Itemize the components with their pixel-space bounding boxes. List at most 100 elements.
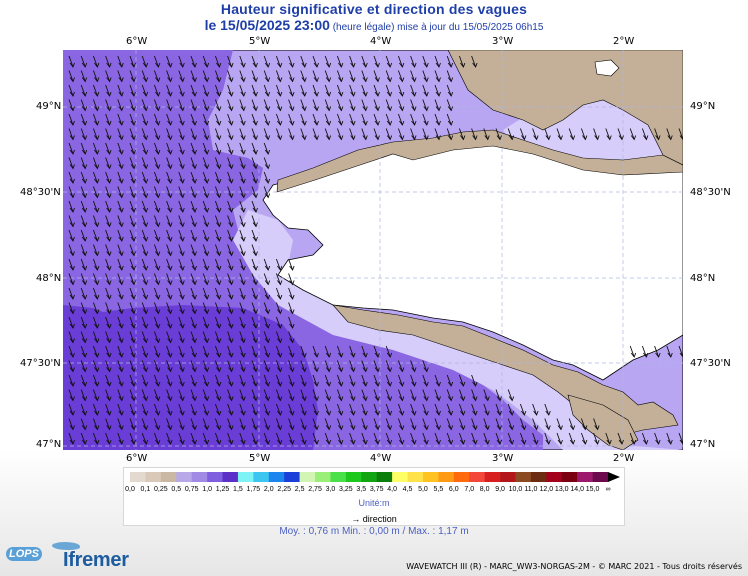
wave-arrow-head — [399, 439, 405, 445]
wave-arrow — [471, 403, 477, 416]
wave-arrow-head — [179, 207, 185, 213]
wave-arrow-head — [179, 396, 185, 402]
wave-arrow — [227, 113, 233, 126]
wave-arrow — [397, 418, 403, 430]
wave-arrow — [556, 432, 562, 445]
wave-arrow — [239, 403, 245, 416]
wave-arrow-head — [118, 338, 124, 344]
wave-arrow — [251, 302, 257, 314]
wave-arrow — [349, 70, 355, 82]
channel-island — [594, 59, 620, 77]
wave-arrow-head — [264, 193, 271, 199]
wave-arrow-head — [216, 91, 222, 97]
wave-arrow-head — [142, 323, 149, 329]
wave-arrow-head — [203, 207, 210, 213]
wave-arrow — [312, 374, 318, 387]
wave-arrow — [239, 229, 245, 242]
wave-arrow — [227, 273, 233, 285]
wave-arrow — [92, 244, 98, 256]
legend-swatch — [577, 472, 593, 482]
wave-arrow — [629, 345, 635, 358]
wave-arrow — [434, 128, 440, 140]
wave-arrow — [92, 360, 98, 372]
wave-arrow-head — [142, 207, 149, 213]
wave-arrow — [288, 258, 294, 271]
wave-arrow-head — [203, 367, 210, 373]
wave-arrow-head — [179, 410, 185, 416]
wave-arrow-head — [460, 62, 466, 68]
wave-arrow-head — [350, 91, 356, 97]
wave-arrow — [190, 432, 196, 445]
wave-arrow — [532, 128, 538, 140]
wave-arrow-head — [533, 410, 539, 416]
wave-arrow-head — [252, 396, 258, 402]
wave-arrow-head — [203, 309, 210, 315]
wave-arrow — [336, 128, 342, 140]
wave-arrow — [214, 374, 220, 387]
wave-arrow-head — [301, 410, 307, 416]
wave-arrow-head — [118, 207, 124, 213]
wave-arrow — [446, 389, 452, 401]
wave-arrow — [153, 244, 159, 256]
wave-arrow-head — [130, 178, 136, 184]
wave-arrow — [239, 273, 245, 285]
wave-arrow-head — [203, 164, 210, 170]
wave-arrow — [275, 432, 281, 445]
wave-arrow-head — [338, 352, 344, 358]
wave-arrow — [68, 70, 74, 82]
wave-arrow — [446, 374, 452, 387]
wave-arrow — [263, 403, 269, 416]
wave-arrow — [92, 374, 98, 387]
wave-arrow — [324, 70, 330, 82]
wave-arrow-head — [203, 338, 210, 344]
wave-arrow-head — [521, 410, 527, 416]
wave-arrow-head — [264, 425, 271, 431]
wave-arrow — [166, 287, 172, 300]
wave-arrow-head — [362, 367, 368, 373]
wave-arrow — [117, 142, 123, 155]
wave-arrow-head — [106, 207, 112, 213]
wave-arrow — [336, 403, 342, 416]
wave-arrow — [446, 55, 452, 68]
wave-arrow-head — [167, 294, 173, 300]
wave-arrow-head — [472, 62, 478, 68]
wave-arrow-head — [325, 62, 332, 68]
wave-arrow-head — [142, 236, 149, 242]
wave-arrow-head — [423, 410, 429, 416]
wave-arrow — [178, 331, 184, 343]
wave-arrow-head — [338, 91, 344, 97]
wave-arrow — [605, 432, 611, 445]
wave-arrow — [666, 432, 672, 445]
wave-arrow-head — [301, 367, 307, 373]
wave-arrow-head — [142, 77, 149, 83]
wave-arrow — [385, 360, 391, 372]
wave-arrow — [251, 258, 257, 271]
chart-subtitle: le 15/05/2025 23:00 (heure légale) mise … — [0, 17, 748, 33]
wave-arrow — [580, 128, 586, 140]
wave-arrow-head — [228, 207, 234, 213]
wave-arrow — [227, 55, 233, 68]
wave-arrow-head — [216, 135, 222, 141]
wave-arrow-head — [264, 352, 271, 358]
wave-arrow-head — [240, 439, 246, 445]
wave-arrow — [166, 374, 172, 387]
wave-arrow — [446, 113, 452, 126]
wave-arrow — [385, 432, 391, 445]
wave-arrow-head — [423, 367, 429, 373]
wave-arrow — [129, 403, 135, 416]
wave-arrow-head — [155, 164, 161, 170]
wave-arrow-head — [289, 439, 295, 445]
wave-arrow — [349, 432, 355, 445]
wave-arrow-head — [252, 135, 258, 141]
wave-arrow-head — [130, 164, 136, 170]
wave-arrow — [190, 215, 196, 227]
wave-arrow-head — [142, 396, 149, 402]
wave-arrow-head — [252, 149, 258, 155]
wave-arrow — [129, 302, 135, 314]
wave-arrow — [190, 374, 196, 387]
wave-arrow-head — [69, 280, 75, 286]
wave-arrow-head — [252, 207, 258, 213]
wave-arrow — [80, 258, 86, 271]
wave-arrow-head — [106, 425, 112, 431]
wave-arrow — [166, 418, 172, 430]
